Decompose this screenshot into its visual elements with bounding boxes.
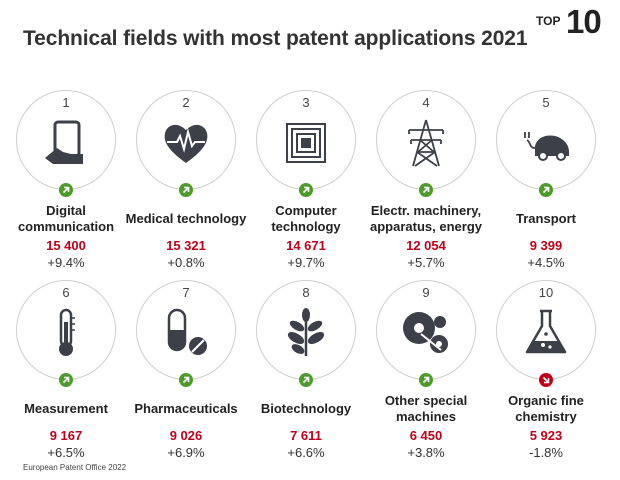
percent-change: +4.5%: [486, 255, 606, 270]
pills-icon: [161, 308, 211, 358]
heart-pulse-icon: [161, 118, 211, 168]
rank-number: 2: [126, 95, 246, 110]
rank-number: 10: [486, 285, 606, 300]
rank-number: 6: [6, 285, 126, 300]
rank-number: 9: [366, 285, 486, 300]
application-count: 5 923: [486, 428, 606, 443]
trend-up-icon: [179, 183, 193, 197]
source-note: European Patent Office 2022: [23, 463, 126, 472]
application-count: 15 321: [126, 238, 246, 253]
application-count: 6 450: [366, 428, 486, 443]
percent-change: +5.7%: [366, 255, 486, 270]
field-card-10: 10 Organic fine chemistry 5 923 -1.8%: [486, 280, 606, 480]
field-label: Digital communication: [2, 200, 130, 238]
field-card-4: 4 Electr. machinery, apparatus, energy 1…: [366, 90, 486, 290]
application-count: 9 399: [486, 238, 606, 253]
trend-up-icon: [299, 373, 313, 387]
field-card-1: 1 Digital communication 15 400 +9.4%: [6, 90, 126, 290]
percent-change: +9.4%: [6, 255, 126, 270]
top-word: TOP: [536, 14, 560, 28]
field-card-2: 2 Medical technology 15 321 +0.8%: [126, 90, 246, 290]
application-count: 12 054: [366, 238, 486, 253]
trend-up-icon: [59, 373, 73, 387]
chart-title: Technical fields with most patent applic…: [23, 27, 527, 51]
rank-number: 3: [246, 95, 366, 110]
trend-up-icon: [299, 183, 313, 197]
rank-number: 8: [246, 285, 366, 300]
percent-change: +9.7%: [246, 255, 366, 270]
field-label: Transport: [482, 200, 610, 238]
field-label: Medical technology: [122, 200, 250, 238]
field-label: Other special machines: [362, 390, 490, 428]
rank-number: 5: [486, 95, 606, 110]
trend-up-icon: [419, 183, 433, 197]
application-count: 9 026: [126, 428, 246, 443]
rank-number: 4: [366, 95, 486, 110]
trend-down-icon: [539, 373, 553, 387]
tablet-touch-icon: [41, 118, 91, 168]
application-count: 9 167: [6, 428, 126, 443]
leaf-icon: [281, 308, 331, 358]
percent-change: +6.6%: [246, 445, 366, 460]
percent-change: +6.9%: [126, 445, 246, 460]
percent-change: +0.8%: [126, 255, 246, 270]
field-label: Measurement: [2, 390, 130, 428]
electric-car-icon: [521, 118, 571, 168]
flask-icon: [521, 308, 571, 358]
percent-change: +6.5%: [6, 445, 126, 460]
rank-number: 7: [126, 285, 246, 300]
application-count: 15 400: [6, 238, 126, 253]
field-label: Biotechnology: [242, 390, 370, 428]
application-count: 14 671: [246, 238, 366, 253]
trend-up-icon: [179, 373, 193, 387]
field-card-7: 7 Pharmaceuticals 9 026 +6.9%: [126, 280, 246, 480]
field-label: Computer technology: [242, 200, 370, 238]
field-card-6: 6 Measurement 9 167 +6.5%: [6, 280, 126, 480]
percent-change: -1.8%: [486, 445, 606, 460]
saw-blades-icon: [401, 308, 451, 358]
power-pylon-icon: [401, 118, 451, 168]
chip-icon: [281, 118, 331, 168]
application-count: 7 611: [246, 428, 366, 443]
field-label: Organic fine chemistry: [482, 390, 610, 428]
trend-up-icon: [539, 183, 553, 197]
trend-up-icon: [419, 373, 433, 387]
percent-change: +3.8%: [366, 445, 486, 460]
field-card-3: 3 Computer technology 14 671 +9.7%: [246, 90, 366, 290]
field-card-8: 8 Biotechnology 7 611 +6.6%: [246, 280, 366, 480]
field-card-5: 5 Transport 9 399 +4.5%: [486, 90, 606, 290]
field-card-9: 9 Other special machines 6 450 +3.8%: [366, 280, 486, 480]
field-label: Pharmaceuticals: [122, 390, 250, 428]
thermometer-icon: [41, 308, 91, 358]
top-number: 10: [566, 3, 601, 41]
field-label: Electr. machinery, apparatus, energy: [362, 200, 490, 238]
rank-number: 1: [6, 95, 126, 110]
trend-up-icon: [59, 183, 73, 197]
